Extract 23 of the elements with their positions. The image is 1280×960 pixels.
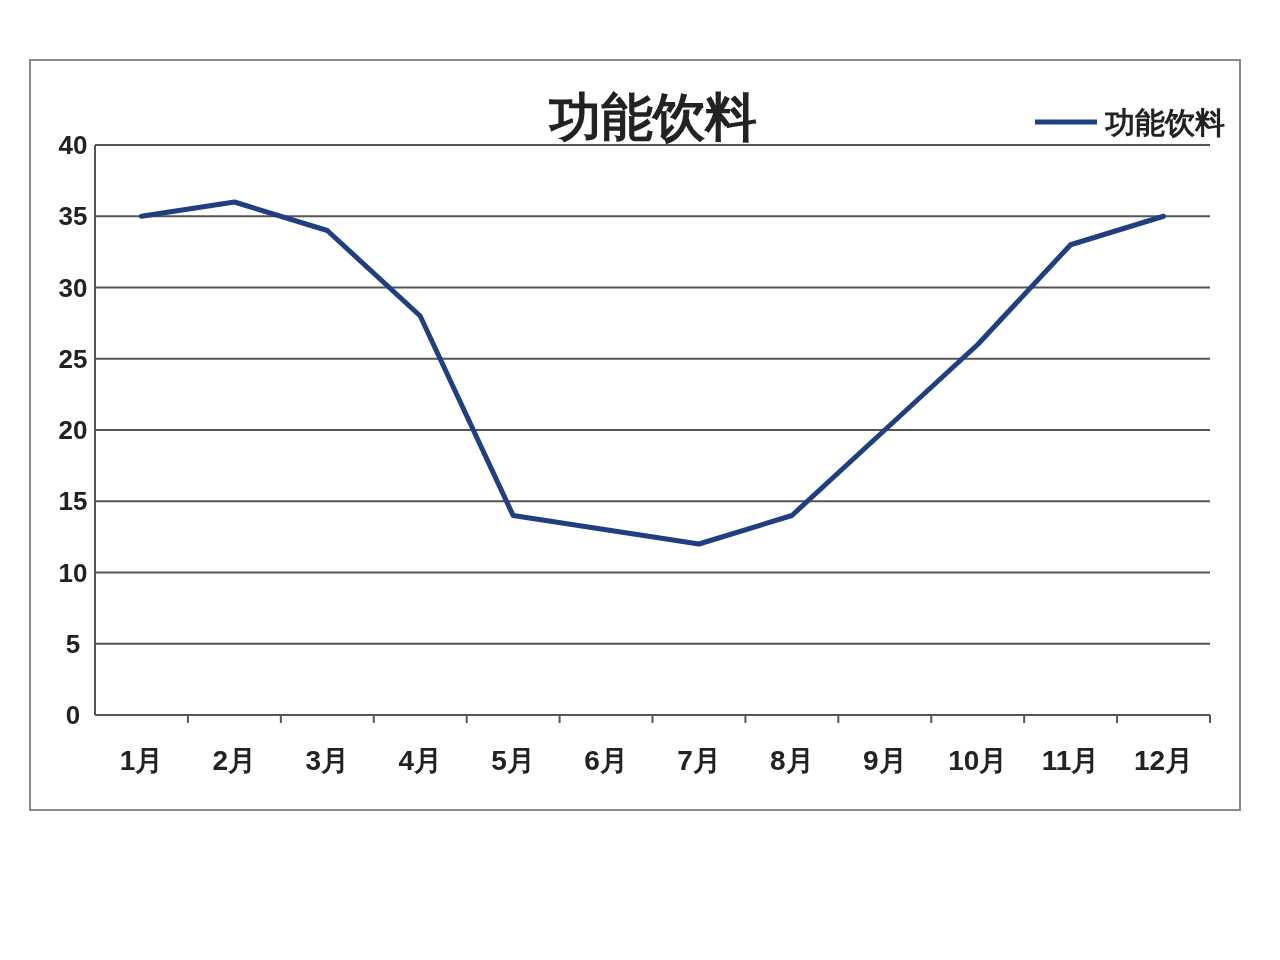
x-tick-label: 8月 bbox=[770, 745, 814, 776]
y-tick-label: 25 bbox=[58, 343, 88, 374]
y-tick-label: 0 bbox=[65, 700, 81, 730]
y-tick-label: 40 bbox=[58, 130, 88, 160]
x-tick-label: 1月 bbox=[119, 745, 164, 776]
x-tick-label: 5月 bbox=[491, 745, 535, 776]
y-tick-label: 30 bbox=[58, 272, 88, 303]
legend-label: 功能饮料 bbox=[1104, 106, 1225, 139]
y-tick-label: 15 bbox=[58, 486, 88, 517]
x-tick-label: 7月 bbox=[677, 745, 721, 776]
x-tick-label: 12月 bbox=[1133, 745, 1194, 776]
x-tick-label: 10月 bbox=[948, 745, 1008, 776]
x-tick-label: 4月 bbox=[398, 745, 442, 776]
x-tick-label: 3月 bbox=[305, 745, 350, 776]
x-tick-label: 11月 bbox=[1041, 745, 1100, 776]
y-tick-label: 5 bbox=[65, 628, 81, 659]
x-tick-label: 2月 bbox=[212, 745, 257, 776]
chart-title: 功能饮料 bbox=[547, 88, 757, 146]
x-tick-label: 6月 bbox=[584, 745, 628, 776]
y-tick-label: 35 bbox=[58, 201, 88, 232]
y-tick-label: 20 bbox=[58, 415, 88, 445]
y-tick-label: 10 bbox=[58, 557, 88, 588]
x-tick-label: 9月 bbox=[863, 745, 907, 776]
